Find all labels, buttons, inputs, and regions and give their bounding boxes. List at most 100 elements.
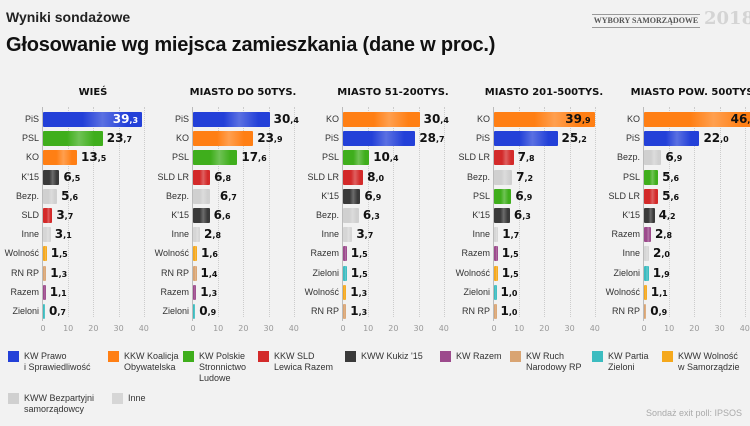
category-label: PiS	[174, 114, 189, 124]
category-label: Inne	[622, 248, 640, 259]
tick-label: 0	[340, 324, 346, 333]
category-label: Razem	[310, 248, 339, 259]
tick-label: 0	[190, 324, 196, 333]
gridline	[544, 107, 546, 317]
value-label: 1,0	[500, 304, 518, 318]
tick-label: 0	[641, 324, 647, 333]
category-label: SLD LR	[458, 152, 490, 163]
category-label: PiS	[324, 133, 339, 144]
gridline	[118, 107, 120, 317]
legend-label: KKW Koalicja Obywatelska	[124, 351, 179, 372]
category-label: Bezp.	[466, 171, 490, 182]
legend-swatch	[345, 351, 356, 362]
category-label: Razem	[461, 248, 490, 259]
bar	[343, 265, 347, 281]
value-label: 1,3	[50, 265, 68, 280]
category-label: KO	[476, 114, 490, 124]
value-label: 6,3	[513, 208, 531, 222]
category-label: SLD LR	[608, 190, 640, 201]
tick-label: 40	[589, 324, 600, 333]
value-label: 1,1	[650, 284, 668, 299]
category-label: Inne	[21, 229, 39, 240]
tick-label: 30	[413, 324, 424, 333]
value-label: 39,9	[565, 112, 591, 126]
bar	[43, 188, 58, 204]
value-label: 5,6	[662, 169, 680, 184]
tick-label: 10	[363, 324, 374, 333]
bar	[343, 227, 353, 243]
gridline	[293, 107, 295, 317]
legend-label: KWW Bezpartyjni samorządowcy	[24, 393, 95, 414]
value-label: 2,8	[655, 227, 673, 242]
logo-year: 2018	[704, 8, 750, 29]
legend-label: KKW SLD Lewica Razem	[274, 351, 334, 372]
gridline	[368, 107, 370, 317]
chart-title: WIEŚ	[78, 87, 108, 98]
gridline	[243, 107, 245, 317]
category-label: Razem	[10, 286, 39, 297]
category-label: RN RP	[160, 267, 189, 278]
bar	[43, 246, 47, 262]
category-label: RN RP	[310, 306, 339, 316]
tick-label: 20	[689, 324, 700, 333]
value-label: 4,2	[658, 208, 676, 222]
value-label: 13,5	[81, 150, 107, 165]
value-label: 7,8	[517, 150, 535, 165]
value-label: 1,4	[200, 265, 218, 280]
bar	[494, 112, 595, 127]
bar	[43, 284, 46, 300]
category-label: PSL	[622, 171, 640, 182]
page-title: Głosowanie wg miejsca zamieszkania (dane…	[6, 34, 496, 56]
legend-swatch	[258, 351, 269, 362]
category-label: KO	[175, 133, 189, 144]
tick-label: 40	[138, 324, 149, 333]
bar	[343, 188, 361, 204]
value-label: 6,9	[665, 150, 683, 165]
value-label: 7,2	[516, 169, 534, 184]
gridline	[443, 107, 445, 317]
value-label: 5,6	[662, 188, 680, 203]
category-label: PiS	[24, 114, 39, 124]
bar	[193, 265, 197, 281]
category-label: Razem	[160, 286, 189, 297]
tick-label: 40	[438, 324, 449, 333]
bar	[494, 265, 498, 281]
category-label: RN RP	[461, 306, 490, 316]
value-label: 1,7	[502, 227, 520, 242]
value-label: 2,0	[653, 246, 670, 261]
bar	[193, 284, 197, 300]
category-label: K'15	[171, 210, 189, 220]
value-label: 30,4	[273, 112, 299, 126]
y-axis	[342, 107, 343, 321]
legend-label: KWW Kukiz '15	[361, 351, 423, 361]
tick-label: 30	[714, 324, 725, 333]
bar	[644, 169, 659, 185]
bar	[644, 284, 647, 300]
category-label: PSL	[321, 152, 339, 163]
bar	[343, 246, 347, 262]
value-label: 6,8	[214, 169, 232, 184]
chart-panel: MIASTO DO 50TYS. 0 10 20 30 40 PiS 30,4 KO 23,9 PS…	[148, 82, 299, 342]
bar	[644, 246, 650, 262]
legend-label: KW Partia Zieloni	[608, 351, 649, 372]
chart-title: MIASTO 51-200TYS.	[337, 87, 449, 98]
y-axis	[493, 107, 494, 321]
value-label: 8,0	[367, 169, 385, 184]
category-label: Wolność	[455, 267, 490, 278]
value-label: 1,5	[350, 265, 368, 280]
bar	[494, 150, 514, 166]
logo: WYBORY SAMORZĄDOWE 2018	[592, 6, 750, 32]
value-label: 6,3	[362, 208, 380, 222]
tick-label: 10	[664, 324, 675, 333]
legend-label: Inne	[128, 393, 146, 403]
legend-swatch	[108, 351, 119, 362]
tick-label: 0	[491, 324, 497, 333]
bar	[43, 112, 143, 127]
value-label: 10,4	[373, 150, 399, 165]
category-label: RN RP	[611, 306, 640, 316]
category-label: Bezp.	[15, 190, 39, 201]
gridline	[218, 107, 220, 317]
value-label: 5,6	[61, 188, 79, 203]
bar	[644, 188, 659, 204]
category-label: Zieloni	[463, 286, 490, 297]
